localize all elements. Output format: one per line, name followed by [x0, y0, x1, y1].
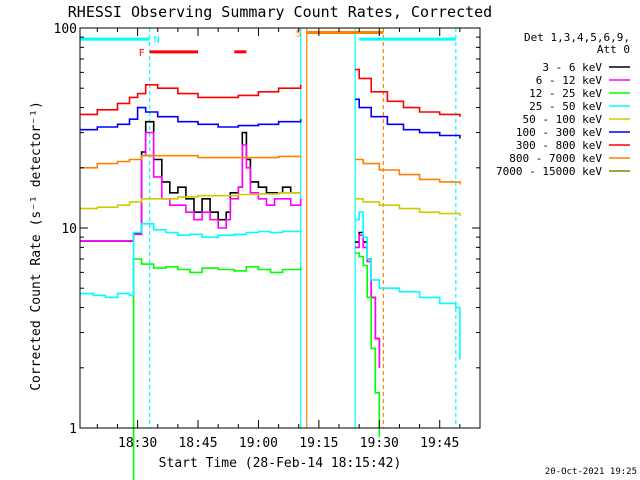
series-2-segment-1	[355, 252, 381, 438]
annotation-2-label: F	[139, 48, 145, 59]
series-6-segment-0	[80, 84, 302, 116]
x-tick-label: 18:30	[118, 436, 157, 451]
x-tick-label: 19:15	[299, 436, 338, 451]
legend-label-1: 6 - 12 keV	[536, 74, 603, 87]
annotation-0-label: N	[154, 35, 160, 46]
timestamp: 20-Oct-2021 19:25	[545, 467, 637, 477]
series-2	[132, 252, 381, 480]
series-7	[80, 154, 461, 185]
series-5	[80, 98, 461, 139]
x-tick-label: 19:00	[239, 436, 278, 451]
y-tick-label: 10	[61, 222, 77, 237]
series-6	[80, 68, 461, 117]
series-1	[80, 131, 381, 368]
legend-header-line-1: Det 1,3,4,5,6,9,	[524, 31, 630, 44]
x-tick-label: 19:45	[420, 436, 459, 451]
x-tick-label: 19:30	[360, 436, 399, 451]
series-0-segment-0	[80, 120, 301, 242]
series-3	[80, 211, 461, 360]
y-tick-label: 100	[54, 22, 77, 37]
legend-label-4: 50 - 100 keV	[523, 113, 603, 126]
series-0	[80, 120, 381, 368]
legend-label-6: 300 - 800 keV	[516, 139, 602, 152]
annotation-3: S	[296, 28, 384, 39]
annotation-3-label: S	[296, 28, 302, 39]
legend-label-0: 3 - 6 keV	[542, 61, 602, 74]
y-tick-label: 1	[69, 422, 77, 437]
y-axis: 1 10 100	[54, 22, 480, 437]
x-axis: 18:30 18:45 19:00 19:15 19:30 19:45	[96, 28, 481, 451]
series-4-segment-0	[80, 191, 302, 210]
legend-label-5: 100 - 300 keV	[516, 126, 602, 139]
series-7-segment-0	[80, 154, 302, 169]
annotation-2: F	[139, 48, 247, 59]
series-3-segment-1	[355, 211, 461, 360]
annotation-0: N	[80, 35, 160, 46]
x-tick-label: 18:45	[178, 436, 217, 451]
series-1-segment-1	[355, 234, 381, 368]
legend-label-7: 800 - 7000 keV	[509, 152, 602, 165]
chart-title: RHESSI Observing Summary Count Rates, Co…	[68, 3, 492, 21]
legend-label-8: 7000 - 15000 keV	[496, 165, 602, 178]
series-4-segment-1	[355, 198, 461, 216]
y-axis-label: Corrected Count Rate (s⁻¹ detector⁻¹)	[29, 101, 44, 391]
series-7-segment-1	[355, 158, 461, 185]
x-axis-label: Start Time (28-Feb-14 18:15:42)	[159, 456, 402, 471]
series-2-segment-0	[132, 258, 302, 480]
series-5-segment-0	[80, 106, 302, 131]
series-5-segment-1	[355, 98, 461, 139]
series-4	[80, 191, 461, 216]
series-6-segment-1	[355, 68, 461, 117]
plot-area: NF S	[79, 27, 481, 480]
legend-label-2: 12 - 25 keV	[529, 87, 602, 100]
legend-header-line-2: Att 0	[597, 43, 630, 56]
series-3-segment-0	[80, 223, 302, 299]
legend-label-3: 25 - 50 keV	[529, 100, 602, 113]
series-1-segment-0	[80, 131, 302, 242]
